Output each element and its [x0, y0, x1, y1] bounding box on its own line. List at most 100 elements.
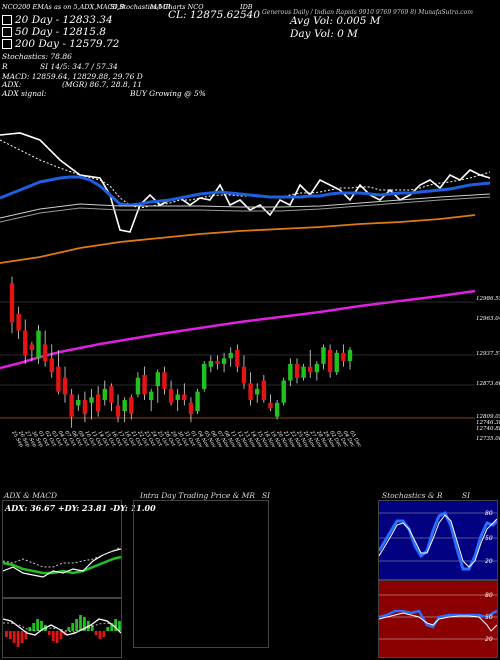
candle-body [248, 383, 253, 400]
candle-body [201, 363, 207, 389]
chart-title-left: NCO200 EMAs as on 5,ADX,MACD,B [2, 3, 125, 11]
candle-body [36, 330, 41, 359]
candle-body [135, 377, 141, 395]
ema-blue-line [0, 175, 491, 207]
candle-body [268, 402, 273, 409]
chart-title-right: Generous Daily / Indian Rapids 9910 9769… [262, 9, 473, 16]
stoch-tick-80: 80 [485, 510, 493, 517]
buy-signal: BUY Growing @ 5% [130, 89, 206, 98]
macd-hist-bar [24, 631, 28, 639]
candle-body [69, 394, 74, 417]
macd-hist-bar [79, 615, 82, 631]
adx-svg [3, 546, 121, 578]
y-tick-label: 12963.04 [476, 316, 500, 322]
candle-body [82, 400, 88, 414]
ema-white-thin-2 [0, 196, 491, 223]
macd-hist-bar [59, 631, 63, 639]
macd-hist-bar [71, 623, 75, 631]
ma20-label: 20 Day - 12833.34 [2, 14, 113, 26]
rsi-blue-line [379, 609, 497, 629]
rsi-white-line [379, 612, 497, 632]
candle-body [347, 350, 353, 362]
adx-label: ADX: [2, 80, 22, 89]
rsi-readout: R SI 14/5: 34.7 / 57.34 [2, 62, 118, 71]
stoch-blue-line [379, 510, 497, 571]
candle-body [29, 344, 35, 350]
macd-hist-bar [40, 621, 43, 631]
candle-body [255, 388, 260, 395]
macd-hist-bar [75, 619, 78, 631]
stoch-title-si: SI [462, 491, 471, 500]
rsi-tick-20: 20 [485, 636, 493, 643]
candle-body [301, 366, 306, 378]
candle-body [215, 361, 220, 364]
macd-hist-bar [47, 631, 51, 635]
macd-svg [3, 615, 121, 647]
candle-body [308, 366, 313, 373]
candle-body [62, 377, 68, 395]
candle-body [208, 361, 214, 367]
candle-body [175, 394, 180, 400]
adx-panel: ADX: 36.67 +DY: 23.81 -DY: 11.00 [2, 500, 156, 598]
candle-body [281, 380, 286, 403]
intraday-title: Intra Day Trading Price & MR [140, 491, 256, 500]
candle-body [102, 388, 107, 400]
stoch-panel: 80 50 20 [378, 500, 498, 580]
ema-line-white-2 [0, 139, 491, 209]
y-tick-label: 12873.66 [476, 381, 500, 387]
macd-hist-bar [28, 627, 32, 631]
macd-hist-bar [20, 631, 24, 643]
y-tick-label: 12809.05 [476, 414, 500, 420]
macd-signal-line [3, 622, 121, 633]
rsi-panel: 80 50 20 [378, 580, 498, 658]
candle-body [122, 400, 127, 412]
intraday-title-si: SI [262, 491, 271, 500]
candle-body [294, 363, 300, 378]
adx-signal-label: ADX signal: [2, 89, 47, 98]
ema-orange-line [0, 214, 476, 264]
macd-hist-bar [83, 617, 86, 631]
stoch-title: Stochastics & R [382, 491, 443, 500]
day-vol: Day Vol: 0 M [290, 28, 358, 40]
candle-body [142, 375, 147, 395]
y-tick-label: 12740.88 [476, 426, 500, 432]
macd-hist-bar [67, 627, 71, 631]
candle-body [334, 352, 339, 373]
candle-body [228, 352, 233, 359]
macd-hist-bar [12, 631, 16, 643]
candle-body [23, 330, 28, 356]
macd-white-line [3, 618, 121, 636]
rsi-tick-80: 80 [485, 592, 493, 599]
stoch-svg: 80 50 20 [379, 510, 497, 571]
macd-hist-bar [32, 623, 36, 631]
candle-body [9, 283, 15, 323]
macd-hist-bar [98, 631, 102, 639]
candle-body [188, 402, 194, 414]
chart-title-mid: SI,Stochastics,MR [110, 3, 171, 11]
candle-body [162, 372, 167, 389]
adx-macd-title: ADX & MACD [4, 491, 58, 500]
candle-body [321, 347, 326, 364]
ma50-label: 50 Day - 12815.8 [2, 26, 106, 38]
y-tick-label: 12735.08 [476, 436, 500, 442]
ma20-swatch [2, 15, 12, 25]
candle-body [56, 366, 61, 392]
macd-hist-bar [16, 631, 20, 647]
intraday-panel [133, 500, 269, 648]
y-tick-label: 12986.55 [476, 296, 500, 302]
macd-hist-bar [90, 625, 94, 631]
macd-hist-bar [110, 623, 114, 631]
main-price-chart: 12986.55 12963.04 12937.57 12873.66 12809.05… [0, 132, 500, 449]
candle-body [148, 391, 154, 400]
macd-hist-bar [5, 631, 8, 637]
y-tick-label: 12937.57 [476, 351, 500, 357]
adx-readout: (MGR) 86.7, 28.8, 11 [62, 80, 143, 89]
candle-body [89, 397, 94, 403]
candle-body [95, 394, 101, 412]
adx-green-line [3, 555, 121, 575]
macd-hist-bar [51, 631, 55, 641]
chart-title-idb: IDB [240, 3, 253, 11]
candle-body [129, 397, 134, 414]
candle-body [235, 350, 240, 367]
